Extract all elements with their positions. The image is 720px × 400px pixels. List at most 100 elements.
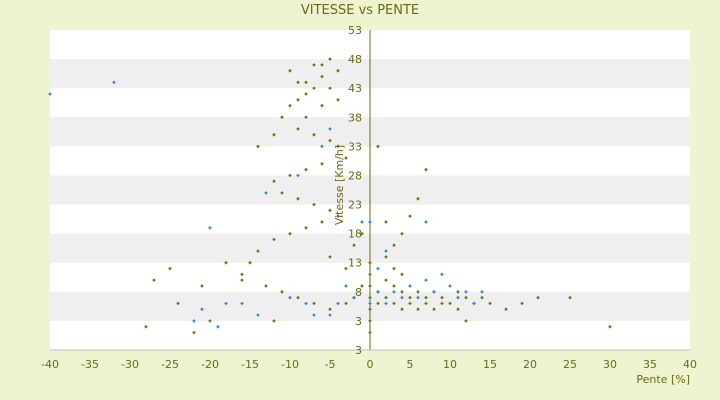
y-tick-label: 18 [348, 228, 362, 241]
x-tick-label: -5 [325, 358, 336, 371]
scatter-point [112, 80, 116, 85]
scatter-point [328, 138, 332, 143]
scatter-point [328, 307, 332, 312]
scatter-point [384, 295, 388, 300]
scatter-point [224, 301, 228, 306]
scatter-point [176, 301, 180, 306]
scatter-point [456, 307, 460, 312]
scatter-point [208, 319, 212, 323]
y-tick-label: 8 [355, 286, 362, 299]
scatter-point [368, 220, 372, 224]
x-tick-label: -20 [201, 358, 219, 371]
scatter-point [304, 167, 308, 172]
y-tick-label: 3 [355, 315, 362, 328]
scatter-point [408, 295, 412, 300]
scatter-point [368, 284, 372, 288]
scatter-point [504, 307, 508, 312]
scatter-point [344, 301, 348, 306]
scatter-point [240, 278, 244, 283]
scatter-point [368, 272, 372, 277]
scatter-point [320, 74, 324, 79]
scatter-point [272, 132, 276, 137]
scatter-point [360, 220, 364, 224]
x-tick-label: -25 [161, 358, 179, 371]
x-tick-label: 35 [643, 358, 657, 371]
scatter-point [440, 272, 444, 277]
x-tick-label: -10 [281, 358, 299, 371]
scatter-point [464, 295, 468, 300]
x-tick-label: -35 [81, 358, 99, 371]
scatter-point [280, 115, 284, 120]
scatter-point [192, 319, 196, 323]
scatter-point [392, 301, 396, 306]
scatter-point [448, 301, 452, 306]
scatter-point [408, 301, 412, 306]
scatter-point [400, 231, 404, 236]
scatter-point [208, 225, 212, 230]
y-tick-label: 43 [348, 82, 362, 95]
scatter-point [432, 307, 436, 312]
scatter-point [304, 115, 308, 120]
y-axis-label: Vitesse [Km/h] [333, 145, 346, 225]
scatter-point [368, 295, 372, 300]
y-tick-label: 48 [348, 53, 362, 66]
x-tick-label: -30 [121, 358, 139, 371]
scatter-point [472, 301, 476, 306]
scatter-point [376, 266, 380, 271]
scatter-point [400, 307, 404, 312]
scatter-point [48, 92, 52, 96]
scatter-point [392, 243, 396, 248]
scatter-point [312, 132, 316, 137]
y-tick-label: 13 [348, 257, 362, 270]
x-tick-label: -40 [41, 358, 59, 371]
scatter-point [152, 278, 156, 283]
scatter-point [408, 214, 412, 219]
y-tick-label: 38 [348, 111, 362, 124]
scatter-point [280, 191, 284, 195]
x-tick-label: 5 [407, 358, 414, 371]
scatter-point [328, 208, 332, 213]
scatter-point [296, 196, 300, 201]
scatter-point [440, 295, 444, 300]
scatter-point [336, 97, 340, 102]
scatter-point [424, 278, 428, 283]
scatter-point [384, 301, 388, 306]
scatter-point [304, 80, 308, 85]
x-tick-label: 25 [563, 358, 577, 371]
scatter-point [424, 301, 428, 306]
scatter-point [376, 144, 380, 149]
plot-area [50, 30, 690, 351]
scatter-point [296, 97, 300, 102]
scatter-point [360, 284, 364, 288]
scatter-point [336, 214, 340, 219]
scatter-point [440, 301, 444, 306]
scatter-point [384, 220, 388, 224]
scatter-point [336, 301, 340, 306]
scatter-point [320, 161, 324, 166]
data-points [48, 57, 612, 335]
scatter-point [200, 284, 204, 288]
scatter-point [456, 295, 460, 300]
scatter-point [240, 272, 244, 277]
scatter-point [328, 313, 332, 317]
scatter-point [336, 68, 340, 73]
scatter-point [480, 295, 484, 300]
scatter-point [392, 289, 396, 294]
chart-title: VITESSE vs PENTE [301, 3, 419, 18]
scatter-point [296, 295, 300, 300]
scatter-point [312, 313, 316, 317]
scatter-point [344, 156, 348, 160]
scatter-point [456, 289, 460, 294]
scatter-point [280, 289, 284, 294]
scatter-point [536, 295, 540, 300]
scatter-point [376, 289, 380, 294]
scatter-point [288, 231, 292, 236]
scatter-point [296, 80, 300, 85]
scatter-point [368, 307, 372, 312]
scatter-point [368, 260, 372, 265]
scatter-point [344, 266, 348, 271]
scatter-point [424, 295, 428, 300]
